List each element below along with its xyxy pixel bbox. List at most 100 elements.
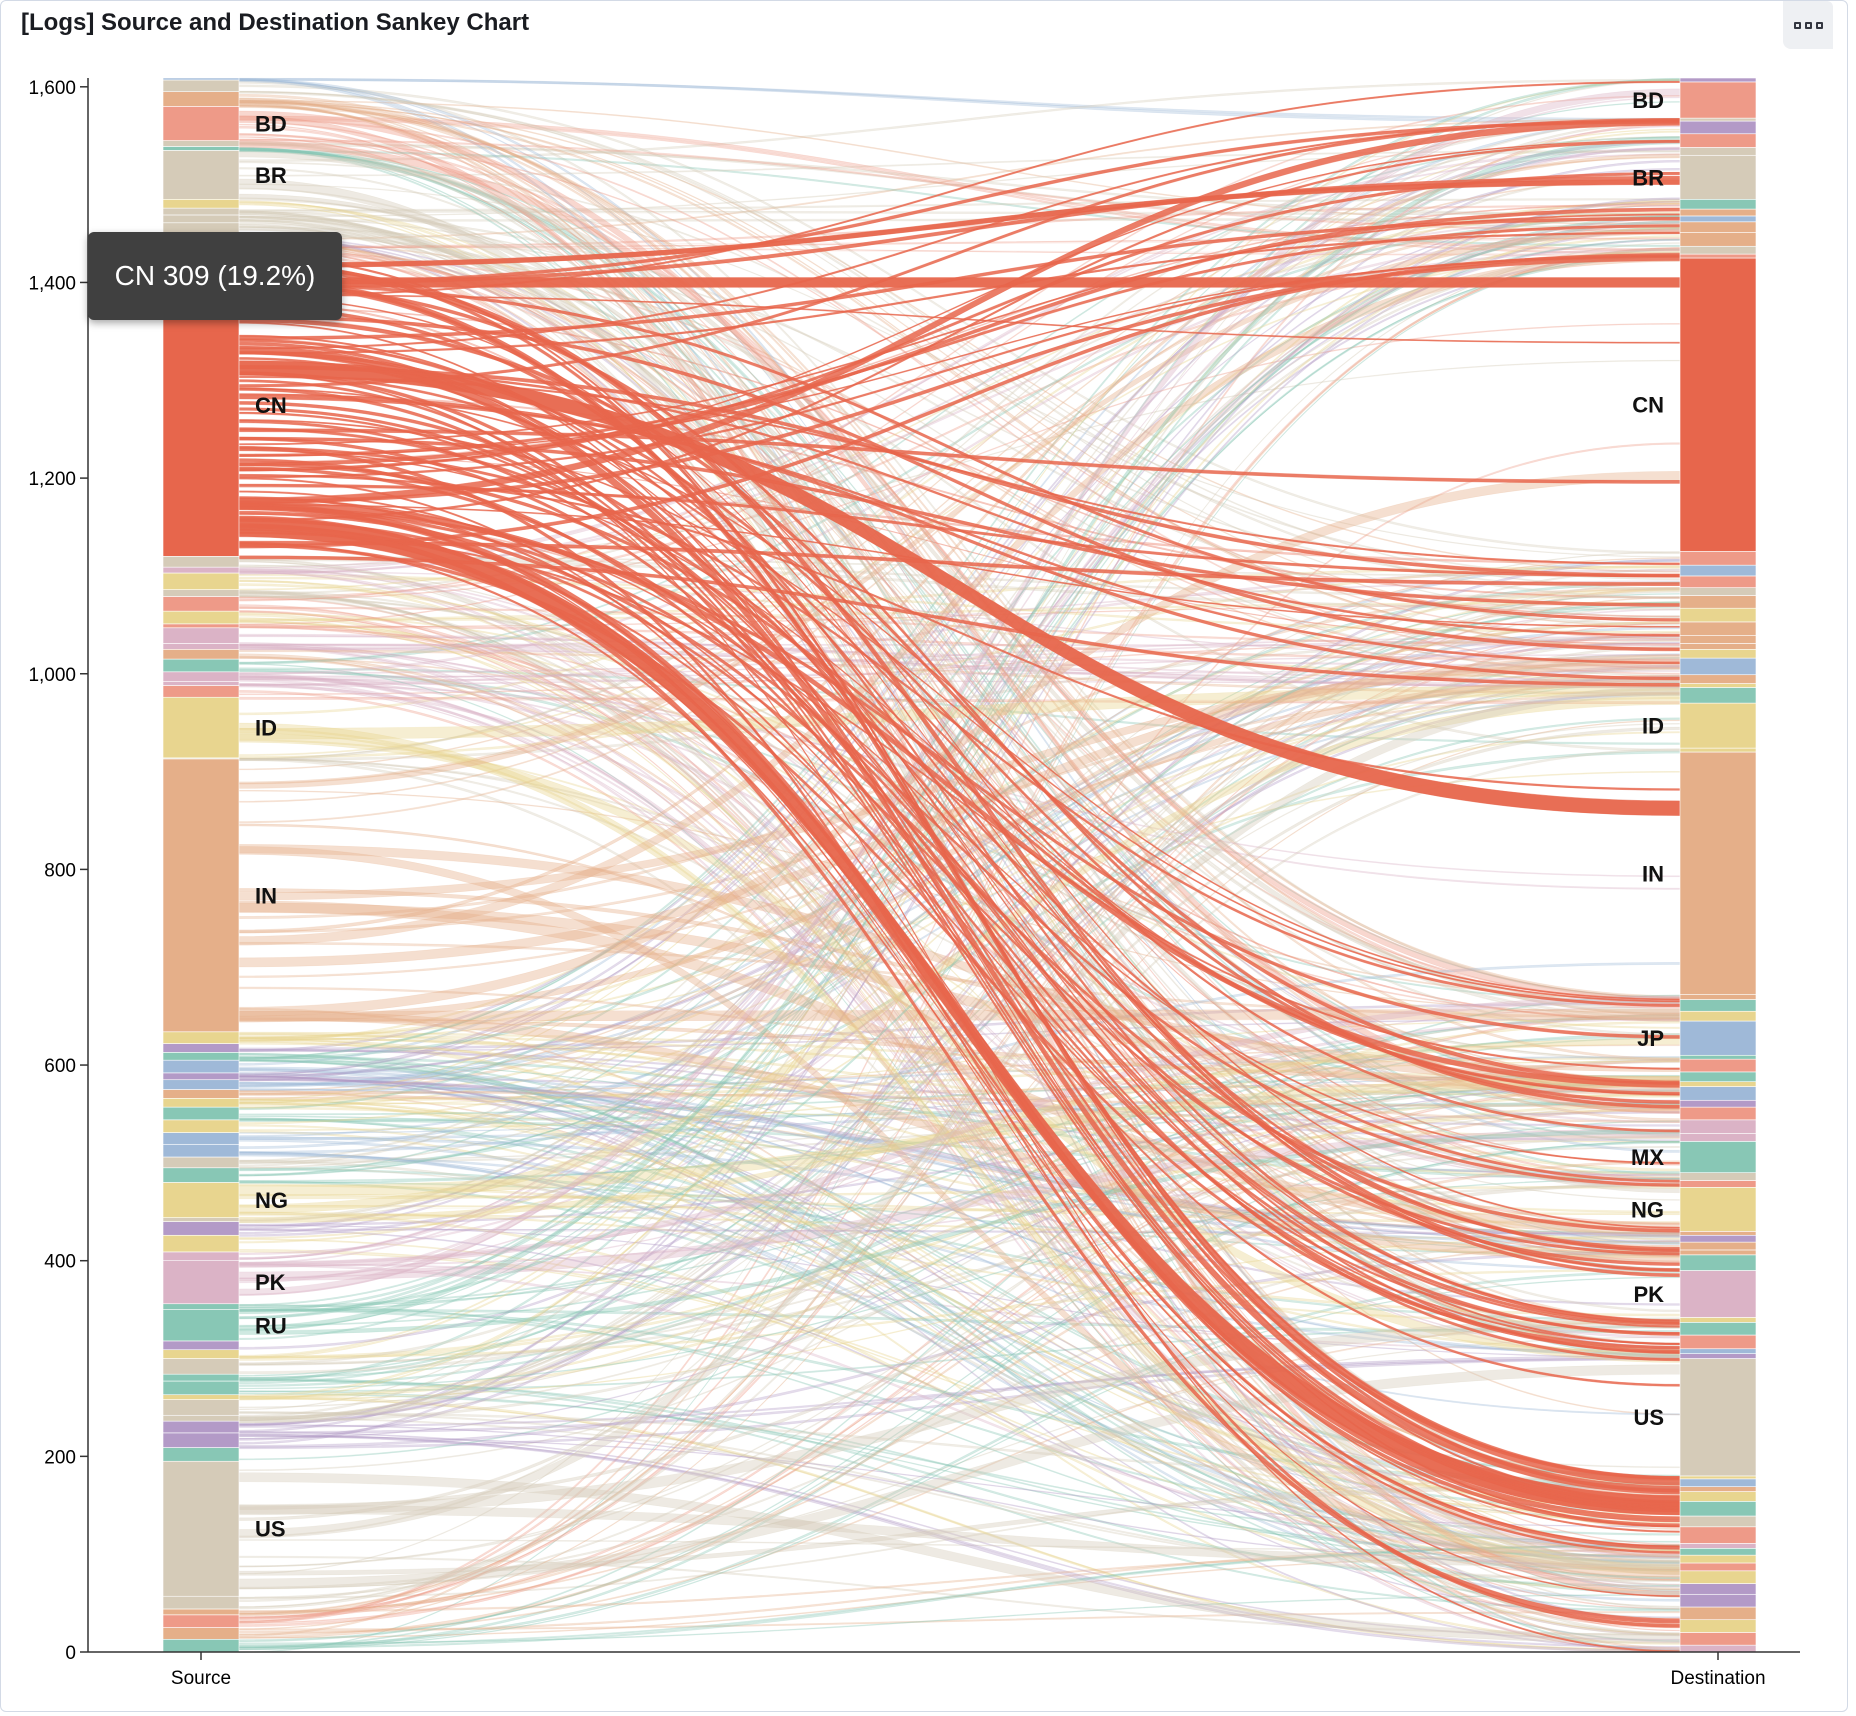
- node-destination-minor: [1679, 133, 1757, 148]
- node-destination-minor: [1679, 687, 1757, 704]
- node-destination-bd: [1679, 81, 1757, 119]
- node-source-minor: [162, 556, 240, 568]
- node-source-minor: [162, 643, 240, 650]
- node-destination-minor: [1679, 1593, 1757, 1608]
- node-source-minor: [162, 1399, 240, 1416]
- node-destination-id: [1679, 702, 1757, 749]
- node-destination-minor: [1679, 221, 1757, 233]
- node-destination-minor: [1679, 1570, 1757, 1584]
- node-destination-minor: [1679, 1515, 1757, 1528]
- node-source-minor: [162, 1132, 240, 1145]
- y-tick-label: 1,600: [28, 78, 76, 99]
- sankey-links: [238, 77, 1681, 1653]
- node-destination-cn: [1679, 257, 1757, 552]
- node-source-minor: [162, 1614, 240, 1628]
- source-label-in: IN: [255, 883, 277, 908]
- destination-label-cn: CN: [1632, 393, 1664, 418]
- options-menu-icon-dot: [1804, 21, 1812, 29]
- node-source-minor: [162, 1106, 240, 1121]
- node-destination-ng: [1679, 1187, 1757, 1232]
- x-tick-label-destination: Destination: [1670, 1668, 1765, 1689]
- node-source-minor: [162, 79, 240, 92]
- node-destination-minor: [1679, 1249, 1757, 1256]
- node-destination-us: [1679, 1358, 1757, 1477]
- node-destination-minor: [1679, 208, 1757, 217]
- node-destination-minor: [1679, 648, 1757, 659]
- node-destination-minor: [1679, 595, 1757, 609]
- node-source-minor: [162, 627, 240, 644]
- node-destination-minor: [1679, 232, 1757, 247]
- node-source-minor: [162, 1156, 240, 1169]
- node-destination-minor: [1679, 564, 1757, 577]
- destination-label-us: US: [1633, 1405, 1664, 1430]
- options-menu-icon: [1793, 21, 1801, 29]
- node-destination-minor: [1679, 1081, 1757, 1087]
- node-source-minor: [162, 1447, 240, 1462]
- node-destination-mx: [1679, 1141, 1757, 1173]
- node-destination-minor: [1679, 1334, 1757, 1350]
- node-destination-minor: [1679, 1543, 1757, 1549]
- node-destination-minor: [1679, 575, 1757, 588]
- source-label-ru: RU: [255, 1313, 287, 1338]
- node-source-br: [162, 150, 240, 200]
- node-destination-minor: [1679, 1172, 1757, 1181]
- node-destination-minor: [1679, 999, 1757, 1012]
- destination-label-jp: JP: [1637, 1026, 1664, 1051]
- y-tick-label: 200: [44, 1447, 76, 1468]
- node-source-minor: [162, 1072, 240, 1081]
- node-source-minor: [162, 596, 240, 612]
- node-destination-minor: [1679, 1478, 1757, 1487]
- node-destination-minor: [1679, 1099, 1757, 1108]
- node-destination-minor: [1679, 1133, 1757, 1142]
- node-source-minor: [162, 1221, 240, 1236]
- sankey-nodes: [162, 77, 1757, 1653]
- source-label-id: ID: [255, 716, 277, 741]
- node-source-minor: [162, 566, 240, 574]
- node-source-minor: [162, 658, 240, 673]
- source-label-pk: PK: [255, 1270, 286, 1295]
- node-source-minor: [162, 1217, 240, 1222]
- node-destination-minor: [1679, 1632, 1757, 1646]
- node-source-minor: [162, 1608, 240, 1616]
- node-destination-minor: [1679, 551, 1757, 566]
- destination-label-pk: PK: [1633, 1282, 1664, 1307]
- node-source-minor: [162, 671, 240, 682]
- node-destination-minor: [1679, 1644, 1757, 1653]
- node-destination-minor: [1679, 747, 1757, 753]
- node-source-minor: [162, 1303, 240, 1310]
- node-source-minor: [162, 648, 240, 660]
- node-source-minor: [162, 1638, 240, 1653]
- node-destination-br: [1679, 154, 1757, 200]
- node-source-minor: [162, 623, 240, 629]
- node-destination-minor: [1679, 1010, 1757, 1022]
- node-destination-minor: [1679, 674, 1757, 684]
- node-source-minor: [162, 1394, 240, 1400]
- y-tick-label: 1,000: [28, 665, 76, 686]
- node-source-id: [162, 696, 240, 759]
- node-source-in: [162, 758, 240, 1033]
- node-source-ng: [162, 1182, 240, 1218]
- node-destination-minor: [1679, 120, 1757, 135]
- destination-label-br: BR: [1632, 165, 1664, 190]
- y-tick-label: 1,200: [28, 469, 76, 490]
- options-menu-button[interactable]: [1783, 1, 1833, 49]
- chart-tooltip: CN 309 (19.2%): [88, 232, 342, 320]
- node-source-minor: [162, 685, 240, 698]
- chart-axes: 0 200 400 600 800 1,000 1,200 1,400 1,600 Source D…: [28, 78, 1800, 1689]
- node-destination-minor: [1679, 1606, 1757, 1621]
- y-tick-label: 600: [44, 1056, 76, 1077]
- destination-label-id: ID: [1642, 714, 1664, 739]
- node-source-minor: [162, 1167, 240, 1183]
- node-destination-minor: [1679, 1486, 1757, 1492]
- y-tick-label: 400: [44, 1252, 76, 1273]
- y-tick-label: 800: [44, 860, 76, 881]
- node-source-minor: [162, 1432, 240, 1448]
- source-label-cn: CN: [255, 393, 287, 418]
- x-tick-label-source: Source: [171, 1668, 231, 1689]
- node-source-minor: [162, 146, 240, 151]
- node-destination-minor: [1679, 1583, 1757, 1595]
- source-label-bd: BD: [255, 111, 287, 136]
- node-source-bd: [162, 106, 240, 141]
- options-menu-icon-dot: [1815, 21, 1823, 29]
